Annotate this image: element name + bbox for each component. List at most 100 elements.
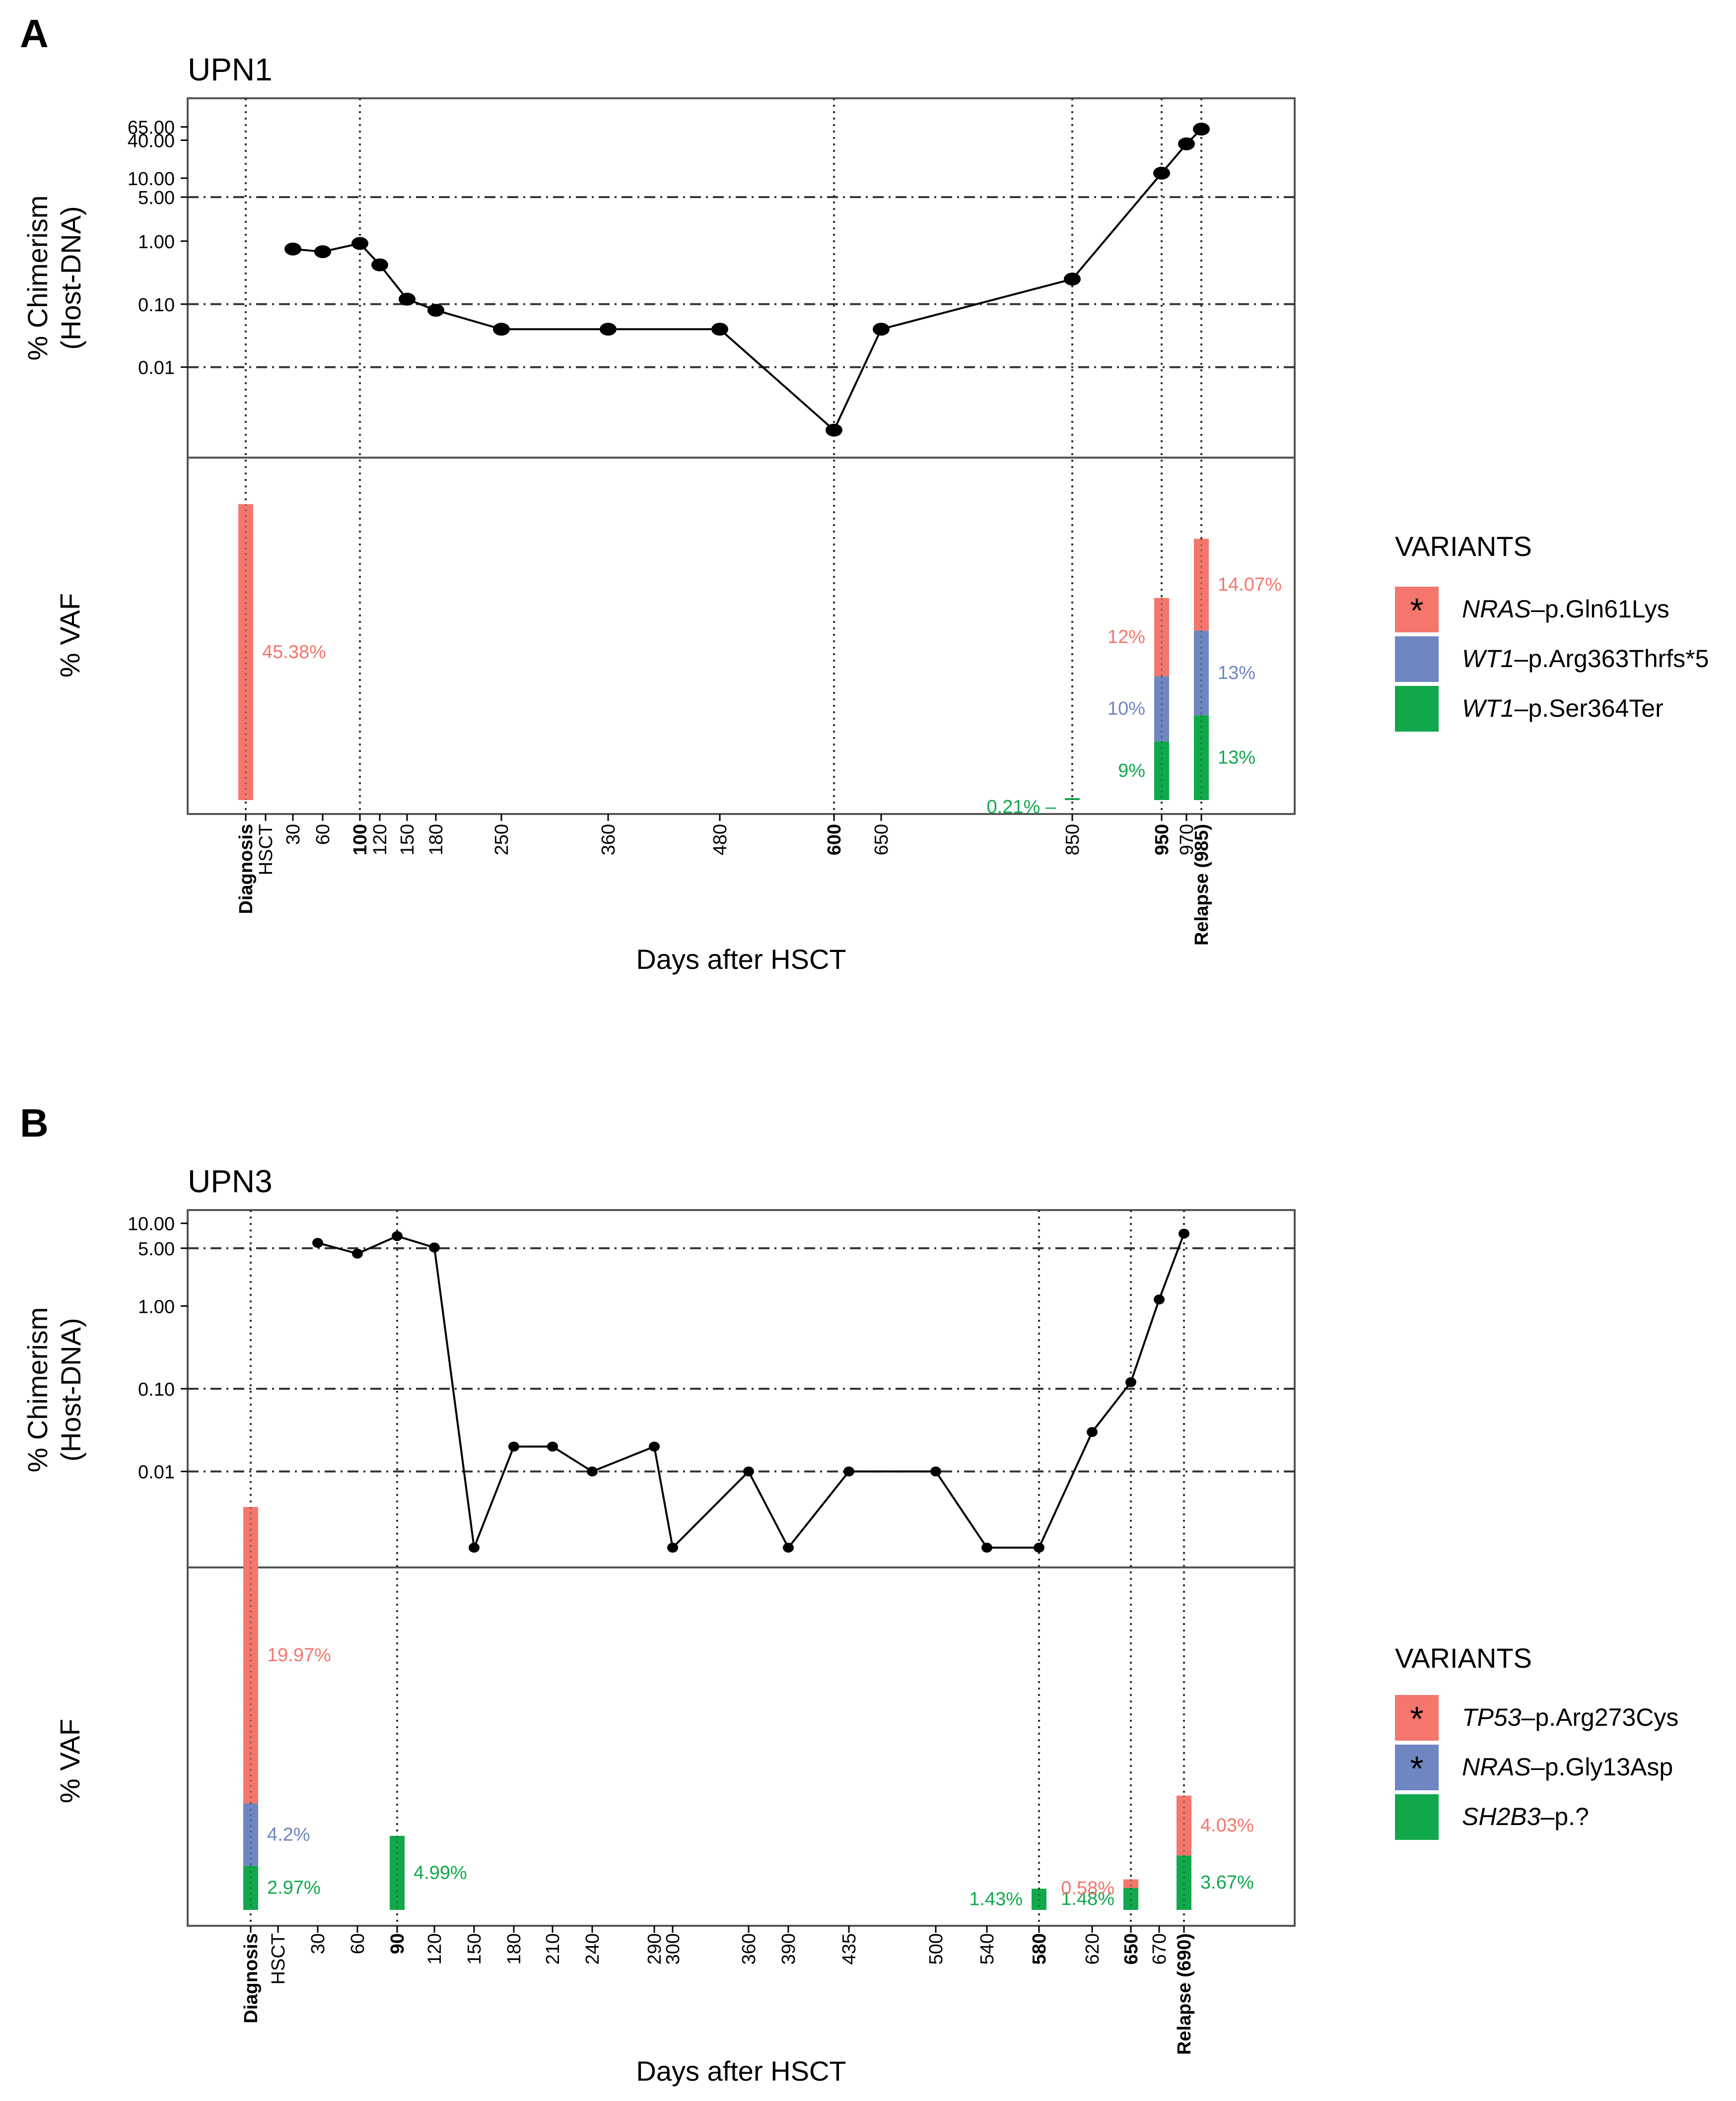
legend-label: TP53–p.Arg273Cys [1462, 1703, 1678, 1731]
chimerism-point [508, 1441, 519, 1452]
y-axis-label-chimerism: % Chimerism [22, 196, 53, 361]
x-tick-label: 650 [1121, 1933, 1142, 1965]
chimerism-point [783, 1543, 794, 1553]
plot-frame [187, 97, 1296, 815]
vaf-data-label: 45.38% [262, 642, 326, 663]
chimerism-point [351, 237, 368, 250]
legend-gene: WT1 [1462, 645, 1515, 673]
vaf-data-label: 9% [1118, 760, 1145, 781]
legend-swatch [1395, 1794, 1439, 1840]
legend-gene: NRAS [1462, 595, 1531, 623]
legend-swatch [1395, 686, 1439, 732]
chimerism-point [284, 242, 301, 256]
legend-label: NRAS–p.Gln61Lys [1462, 595, 1669, 623]
x-tick-label: 850 [1062, 824, 1083, 855]
chimerism-point [312, 1238, 323, 1248]
y-tick-label: 10.00 [128, 1214, 175, 1235]
legend-change: –p.Ser364Ter [1515, 694, 1664, 722]
x-tick-label: 360 [739, 1933, 760, 1965]
x-tick-label: 60 [313, 824, 334, 845]
chimerism-point [547, 1441, 558, 1452]
vaf-bar-segment [1154, 676, 1169, 742]
x-tick-label: HSCT [268, 1933, 289, 1984]
vaf-data-label: 0.58% [1061, 1878, 1114, 1898]
chimerism-point [649, 1441, 660, 1452]
x-tick-label: 970 [1177, 824, 1197, 855]
vaf-bar-segment [1194, 630, 1209, 716]
vaf-data-label: 1.48% [1061, 1889, 1114, 1909]
chimerism-point [352, 1248, 363, 1259]
x-tick-label: 240 [582, 1933, 603, 1965]
legend-title: VARIANTS [1395, 531, 1532, 562]
vaf-bar-segment [1123, 1879, 1138, 1888]
x-tick-label: 600 [824, 824, 845, 855]
vaf-bar-segment [1177, 1795, 1191, 1856]
chimerism-line [317, 1233, 1185, 1552]
chimerism-point [930, 1466, 941, 1477]
chimerism-point [427, 304, 444, 317]
chart-title: UPN3 [188, 1163, 273, 1199]
vaf-bar-segment [1194, 715, 1209, 800]
vaf-bar-segment [1177, 1855, 1191, 1910]
x-tick-label: 290 [644, 1933, 665, 1965]
vaf-data-label: 13% [1218, 663, 1255, 683]
y-tick-label: 0.01 [138, 1462, 175, 1483]
x-tick-label: 670 [1149, 1933, 1170, 1965]
x-tick-label: 360 [598, 824, 619, 855]
y-tick-label: 65.00 [128, 118, 175, 138]
chimerism-point [1178, 137, 1195, 150]
x-tick-label: 90 [387, 1933, 408, 1954]
chart-title: UPN1 [188, 52, 273, 87]
x-tick-label: Diagnosis [241, 1933, 262, 2024]
chimerism-point [667, 1543, 678, 1553]
x-tick-label: 540 [977, 1933, 998, 1965]
x-tick-label: 500 [926, 1933, 947, 1965]
chimerism-point [469, 1543, 480, 1553]
x-axis-label: Days after HSCT [636, 2055, 846, 2087]
chimerism-point [429, 1242, 440, 1253]
x-tick-label: 620 [1082, 1933, 1103, 1965]
chimerism-point [1179, 1228, 1189, 1239]
y-tick-label: 0.01 [138, 358, 175, 379]
x-tick-label: 30 [283, 824, 304, 845]
x-tick-label: 390 [778, 1933, 799, 1965]
x-tick-label: 300 [663, 1933, 684, 1965]
chimerism-point [587, 1466, 598, 1477]
legend-significance-marker: * [1410, 1749, 1423, 1788]
chimerism-point [1087, 1427, 1098, 1437]
legend-label: WT1–p.Ser364Ter [1462, 694, 1664, 722]
legend-gene: NRAS [1462, 1753, 1531, 1781]
chimerism-point [392, 1231, 403, 1241]
vaf-bar-segment [243, 1803, 258, 1866]
y-axis-label-vaf: % VAF [54, 593, 85, 678]
x-tick-label: 180 [426, 824, 447, 855]
y-tick-label: 0.10 [138, 1379, 175, 1400]
vaf-data-label: 10% [1108, 698, 1145, 719]
vaf-data-label: 12% [1108, 627, 1145, 648]
legend-significance-marker: * [1410, 1699, 1423, 1738]
chimerism-point [314, 245, 331, 259]
panel-label: A [20, 11, 49, 56]
x-tick-label: 120 [424, 1933, 445, 1965]
y-axis-label-host-dna: (Host-DNA) [55, 1318, 86, 1461]
legend-change: –p.Gln61Lys [1531, 595, 1669, 623]
legend-change: –p.? [1540, 1803, 1589, 1830]
chimerism-point [826, 423, 842, 437]
legend-gene: SH2B3 [1462, 1803, 1541, 1830]
chimerism-point [843, 1466, 854, 1477]
chimerism-point [1193, 123, 1210, 136]
legend-swatch [1395, 587, 1439, 632]
chimerism-point [1064, 272, 1081, 286]
vaf-bar-segment [1194, 539, 1209, 631]
x-tick-label: 950 [1152, 824, 1173, 855]
vaf-data-label: 4.03% [1200, 1815, 1254, 1836]
x-tick-label: 180 [504, 1933, 525, 1965]
vaf-data-label: 2.97% [267, 1878, 321, 1898]
x-tick-label: 100 [350, 824, 371, 855]
vaf-data-label: 19.97% [267, 1645, 331, 1666]
vaf-data-label: 0.21% – [987, 797, 1056, 817]
vaf-data-label: 3.67% [1200, 1872, 1254, 1893]
x-tick-label: 250 [491, 824, 512, 855]
